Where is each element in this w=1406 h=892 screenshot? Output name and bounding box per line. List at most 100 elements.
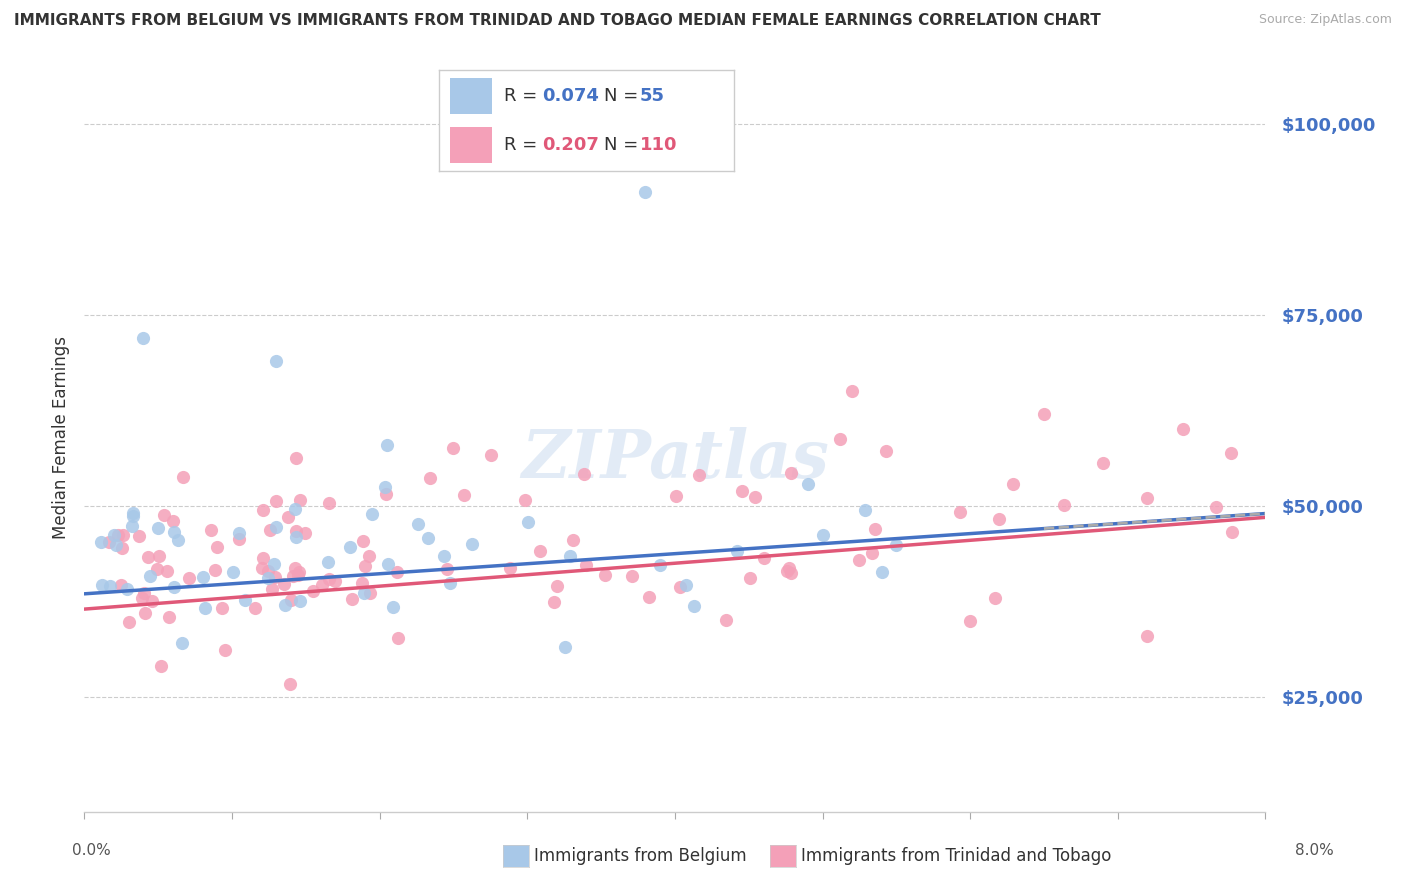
Text: Source: ZipAtlas.com: Source: ZipAtlas.com: [1258, 13, 1392, 27]
Point: [387, 631, 409, 645]
Point: [1136, 491, 1159, 506]
Point: [257, 571, 280, 585]
Point: [546, 579, 568, 593]
Point: [107, 528, 129, 542]
Point: [228, 525, 250, 540]
Point: [350, 575, 373, 590]
Point: [214, 643, 236, 657]
Point: [285, 451, 308, 466]
Point: [115, 582, 138, 596]
Point: [377, 557, 399, 571]
Point: [385, 566, 408, 580]
Point: [1220, 524, 1243, 539]
Point: [339, 540, 361, 554]
Point: [744, 490, 766, 504]
Point: [682, 599, 704, 613]
Point: [311, 578, 333, 592]
Point: [177, 571, 200, 585]
Point: [1002, 477, 1025, 491]
Point: [419, 471, 441, 485]
Point: [688, 467, 710, 482]
Point: [453, 488, 475, 502]
Point: [560, 549, 582, 563]
Point: [1219, 446, 1241, 460]
Point: [264, 570, 287, 584]
Point: [128, 528, 150, 542]
Point: [752, 550, 775, 565]
Point: [554, 640, 576, 654]
Point: [98, 579, 121, 593]
Point: [256, 565, 278, 579]
Point: [669, 580, 692, 594]
Y-axis label: Median Female Earnings: Median Female Earnings: [52, 335, 70, 539]
Point: [1136, 629, 1159, 643]
Point: [354, 559, 377, 574]
Point: [284, 530, 307, 544]
Point: [104, 538, 127, 552]
Point: [122, 506, 145, 520]
Point: [860, 546, 883, 560]
Point: [301, 584, 323, 599]
Text: Immigrants from Belgium: Immigrants from Belgium: [534, 847, 747, 865]
Text: IMMIGRANTS FROM BELGIUM VS IMMIGRANTS FROM TRINIDAD AND TOBAGO MEDIAN FEMALE EAR: IMMIGRANTS FROM BELGIUM VS IMMIGRANTS FR…: [14, 13, 1101, 29]
Point: [433, 549, 456, 563]
Point: [984, 591, 1007, 606]
Point: [811, 528, 834, 542]
Point: [828, 433, 851, 447]
Point: [288, 594, 311, 608]
Point: [848, 553, 870, 567]
Point: [157, 609, 180, 624]
Point: [264, 520, 288, 534]
Point: [575, 558, 598, 572]
Point: [281, 569, 304, 583]
Point: [103, 528, 125, 542]
Point: [284, 561, 307, 575]
Point: [284, 502, 307, 516]
Point: [162, 514, 184, 528]
Point: [136, 549, 159, 564]
Point: [572, 467, 595, 481]
Point: [263, 557, 285, 571]
Point: [443, 441, 465, 455]
Point: [121, 508, 143, 523]
Point: [146, 562, 169, 576]
Point: [776, 565, 799, 579]
Point: [264, 493, 287, 508]
Point: [664, 489, 686, 503]
Point: [529, 543, 551, 558]
Point: [294, 525, 316, 540]
Text: 0.0%: 0.0%: [72, 843, 111, 858]
Point: [1205, 500, 1227, 514]
Point: [259, 523, 281, 537]
Point: [374, 480, 396, 494]
Point: [352, 533, 374, 548]
Point: [374, 487, 396, 501]
Point: [264, 353, 288, 368]
Point: [872, 566, 894, 580]
Point: [280, 593, 302, 607]
Point: [779, 466, 801, 480]
Point: [1033, 407, 1056, 421]
Point: [1171, 422, 1194, 436]
Point: [1092, 456, 1115, 470]
Point: [288, 492, 311, 507]
Point: [112, 528, 135, 542]
Point: [287, 567, 309, 582]
Point: [841, 384, 863, 399]
Point: [595, 568, 617, 582]
Point: [118, 615, 141, 629]
Point: [886, 538, 908, 552]
Point: [131, 591, 153, 606]
Point: [516, 515, 538, 529]
Point: [316, 555, 339, 569]
Point: [360, 507, 382, 521]
Point: [262, 582, 284, 596]
Point: [513, 492, 536, 507]
Point: [211, 601, 233, 615]
Point: [280, 677, 302, 691]
Point: [172, 636, 194, 650]
Point: [648, 558, 671, 572]
Point: [194, 600, 217, 615]
Point: [191, 569, 214, 583]
Point: [406, 516, 429, 531]
